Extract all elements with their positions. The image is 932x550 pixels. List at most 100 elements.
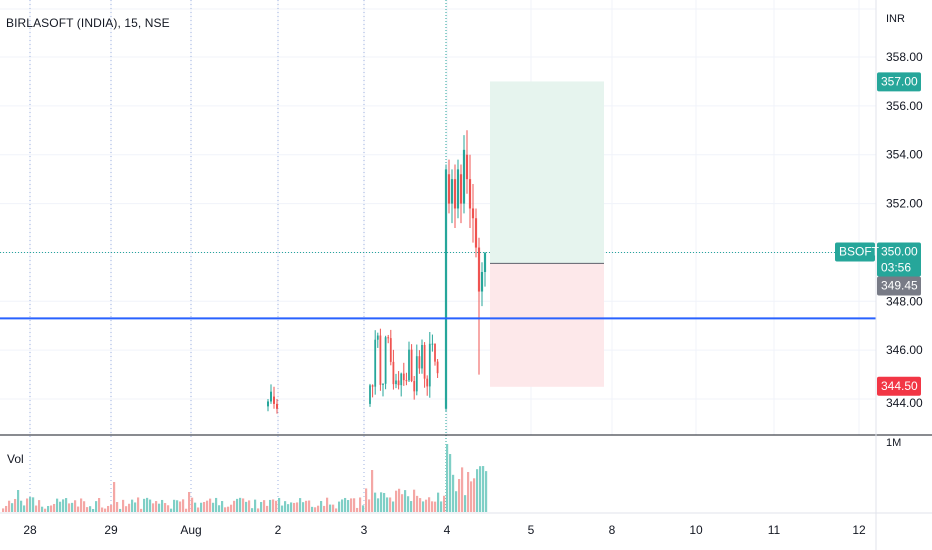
volume-bar [398, 488, 401, 512]
symbol-tag-text: BSOFT [839, 244, 880, 258]
volume-bar [164, 503, 167, 512]
month-label: Aug [180, 523, 201, 537]
volume-bar [359, 497, 362, 512]
volume-bar [104, 508, 107, 512]
volume-bar [440, 501, 443, 512]
candle-body [382, 383, 384, 385]
volume-bar [122, 499, 125, 512]
candle-body [410, 349, 413, 382]
price-tick-label: 354.00 [886, 148, 923, 162]
date-tick-label: 10 [689, 523, 703, 537]
volume-bar [407, 496, 410, 512]
volume-bar [116, 502, 119, 512]
volume-bar [110, 504, 113, 512]
price-tick-label: 356.00 [886, 99, 923, 113]
candle-body [436, 361, 439, 374]
volume-bar [482, 466, 485, 512]
candle-body [474, 218, 478, 248]
date-tick-label: 5 [528, 523, 535, 537]
volume-bar [242, 498, 245, 512]
volume-bar [455, 491, 458, 512]
volume-bar [50, 505, 53, 512]
volume-bar [62, 499, 65, 512]
volume-bar [386, 497, 389, 512]
volume-bar [173, 499, 176, 512]
candle-body [379, 335, 382, 385]
candle-body [371, 385, 374, 387]
volume-bar [401, 494, 404, 512]
volume-bar [167, 505, 170, 512]
candles-layer [267, 130, 487, 414]
volume-bar [275, 500, 278, 512]
volume-bar [17, 490, 20, 512]
volume-bar [197, 507, 200, 512]
volume-bar [305, 500, 308, 512]
volume-bar [296, 502, 299, 512]
candle-body [426, 378, 429, 387]
volume-bar [485, 471, 488, 512]
volume-bar [20, 500, 23, 512]
candle-body [459, 174, 463, 204]
volume-bar [221, 501, 224, 512]
volume-bar [131, 499, 134, 512]
volume-bar [260, 501, 263, 512]
volume-bar [158, 503, 161, 512]
volume-bar [29, 497, 32, 512]
date-tick-label: 3 [361, 523, 368, 537]
volume-bar [278, 497, 281, 512]
volume-bar [317, 505, 320, 512]
candle-body [270, 391, 272, 402]
volume-bar [113, 482, 116, 512]
volume-bar [227, 506, 230, 512]
volume-bar [44, 508, 47, 512]
volume-bar [299, 498, 302, 512]
volume-bar [74, 500, 77, 512]
volume-bar [215, 497, 218, 512]
volume-bar [128, 503, 131, 512]
volume-bar [134, 502, 137, 512]
volume-bar [350, 498, 353, 512]
volume-bar [254, 499, 257, 512]
volume-bar [464, 495, 467, 512]
volume-bar [443, 495, 446, 512]
axis-layer[interactable]: INR 358.00 356.00 354.00 352.00 348.00 346.00 3… [23, 0, 923, 550]
date-tick-label: 12 [852, 523, 866, 537]
candle-body [405, 380, 408, 382]
position-tool[interactable] [490, 81, 604, 387]
candle-body [408, 349, 410, 381]
volume-bar [245, 501, 248, 512]
volume-bar [362, 505, 365, 512]
volume-bar [98, 498, 101, 512]
position-loss-zone [490, 263, 604, 387]
volume-bar [326, 497, 329, 512]
candle-body [456, 169, 460, 209]
volume-bar [263, 500, 266, 512]
candle-body [402, 373, 405, 381]
volume-bar [188, 492, 191, 512]
volume-bar [8, 500, 11, 512]
volume-bar [200, 502, 203, 512]
volume-bar [77, 506, 80, 512]
candle-body [267, 401, 269, 407]
candle-body [444, 169, 448, 409]
volume-bar [368, 499, 371, 512]
volume-bar [293, 502, 296, 512]
volume-bar [404, 490, 407, 512]
volume-bar [41, 506, 44, 512]
volume-bar [11, 503, 14, 512]
volume-bar [92, 508, 95, 512]
volume-bar [449, 454, 452, 512]
volume-axis-label: 1M [886, 437, 901, 449]
volume-bar [248, 500, 251, 512]
position-profit-zone [490, 81, 604, 264]
volume-bar [257, 508, 260, 512]
volume-bar [26, 498, 29, 512]
grid-layer [0, 0, 932, 514]
volume-bar [416, 495, 419, 512]
candle-body [273, 396, 275, 404]
volume-bar [302, 502, 305, 512]
volume-bar [290, 502, 293, 512]
volume-bar [437, 492, 440, 512]
